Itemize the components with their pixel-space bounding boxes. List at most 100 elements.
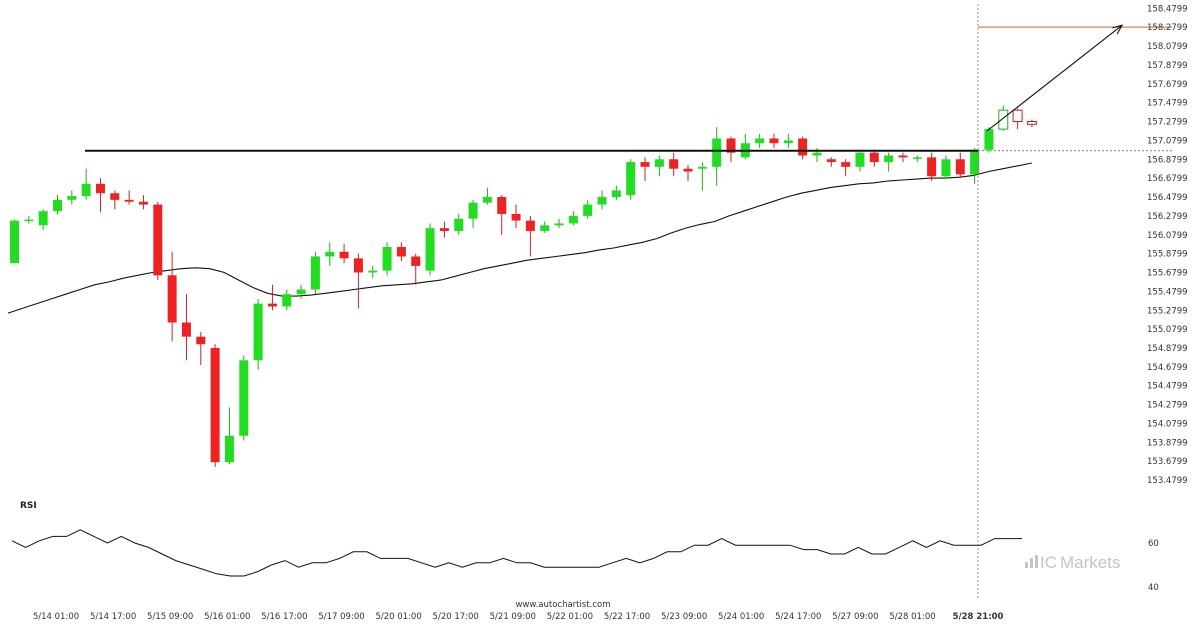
candle xyxy=(626,159,636,200)
price-tick-label: 155.6799 xyxy=(1147,269,1188,279)
candle xyxy=(511,204,521,229)
candle-body xyxy=(869,152,879,163)
candle xyxy=(640,157,650,181)
candle xyxy=(310,251,320,295)
candle xyxy=(124,190,134,205)
candle-body xyxy=(411,256,421,266)
candle-body xyxy=(611,190,621,198)
rsi-tick-label: 40 xyxy=(1148,583,1159,593)
time-tick-label: 5/14 17:00 xyxy=(90,612,136,622)
candle xyxy=(24,215,34,224)
candle xyxy=(568,211,578,226)
price-tick-label: 155.4799 xyxy=(1147,287,1188,297)
candle-body xyxy=(224,435,234,463)
time-tick-label: 5/28 01:00 xyxy=(889,612,935,622)
candle-body xyxy=(267,303,277,307)
time-tick-label: 5/17 09:00 xyxy=(318,612,364,622)
candle xyxy=(353,253,363,309)
time-tick-label: 5/24 01:00 xyxy=(718,612,764,622)
candle xyxy=(497,195,507,235)
candle-body xyxy=(425,228,435,271)
candle xyxy=(525,215,535,257)
candle xyxy=(38,209,48,231)
candle-body xyxy=(769,138,779,144)
candle xyxy=(898,152,908,163)
candle xyxy=(597,190,607,210)
candle xyxy=(368,265,378,279)
time-tick-label: 5/22 01:00 xyxy=(547,612,593,622)
candle-body xyxy=(153,204,163,276)
candle-body xyxy=(368,270,378,273)
candle-body xyxy=(253,303,263,361)
candle xyxy=(454,213,464,235)
rsi-line xyxy=(11,529,1022,577)
candlesticks xyxy=(10,105,1037,467)
candle-body xyxy=(525,220,535,231)
candle-body xyxy=(912,157,922,159)
candle-body xyxy=(540,225,550,231)
watermark: www.autochartist.com xyxy=(516,600,611,610)
candle xyxy=(439,221,449,238)
price-tick-label: 153.4799 xyxy=(1147,476,1188,486)
rsi-title: RSI xyxy=(20,501,37,511)
brand-prefix: IC xyxy=(1040,553,1057,572)
time-tick-label: 5/16 17:00 xyxy=(261,612,307,622)
candle xyxy=(726,136,736,163)
candle xyxy=(181,294,191,361)
candle-body xyxy=(927,157,937,177)
candle-body xyxy=(181,322,191,337)
candle xyxy=(210,344,220,467)
candle-body xyxy=(712,138,722,167)
candle-body xyxy=(468,202,478,219)
forecast-arrow-head xyxy=(1112,24,1124,35)
candle-body xyxy=(497,197,507,214)
candle-body xyxy=(597,197,607,205)
candle xyxy=(110,190,120,210)
price-tick-label: 156.2799 xyxy=(1147,212,1188,222)
candle-body xyxy=(1012,109,1023,123)
candle xyxy=(81,168,91,200)
candle-body xyxy=(697,166,707,169)
price-tick-label: 157.4799 xyxy=(1147,99,1188,109)
brand-logo: IC Markets xyxy=(1025,553,1120,572)
candle-body xyxy=(783,140,793,144)
candle-body xyxy=(396,247,406,257)
candle xyxy=(167,251,177,342)
candle-body xyxy=(984,129,994,150)
candle xyxy=(855,149,865,172)
candle-body xyxy=(826,159,836,163)
candle xyxy=(282,289,292,311)
candle-body xyxy=(52,199,62,212)
candle xyxy=(912,155,922,163)
candle-body xyxy=(339,251,349,259)
candle xyxy=(468,199,478,229)
candle xyxy=(196,331,206,365)
candle xyxy=(1012,108,1023,130)
candle xyxy=(740,133,750,160)
candle xyxy=(267,284,277,311)
candle xyxy=(339,244,349,264)
candle xyxy=(955,152,965,179)
price-tick-label: 156.6799 xyxy=(1147,174,1188,184)
candle-body xyxy=(955,159,965,175)
candle xyxy=(611,185,621,200)
current-time-label: 5/28 21:00 xyxy=(953,612,1004,622)
candle-body xyxy=(640,162,650,167)
moving-average xyxy=(7,162,1033,314)
price-tick-label: 154.8799 xyxy=(1147,344,1188,354)
candle-body xyxy=(382,247,392,271)
candle xyxy=(411,253,421,285)
candle-body xyxy=(81,183,91,197)
price-tick-label: 154.6799 xyxy=(1147,363,1188,373)
candle xyxy=(296,284,306,299)
candle-body xyxy=(626,162,636,196)
price-tick-label: 156.8799 xyxy=(1147,155,1188,165)
candle-body xyxy=(554,223,564,226)
candle-body xyxy=(325,251,335,257)
candle-body xyxy=(970,149,980,175)
candle-body xyxy=(439,228,449,231)
candle xyxy=(1026,119,1037,128)
candle-body xyxy=(196,336,206,345)
candle xyxy=(325,242,335,266)
candle xyxy=(239,355,249,441)
